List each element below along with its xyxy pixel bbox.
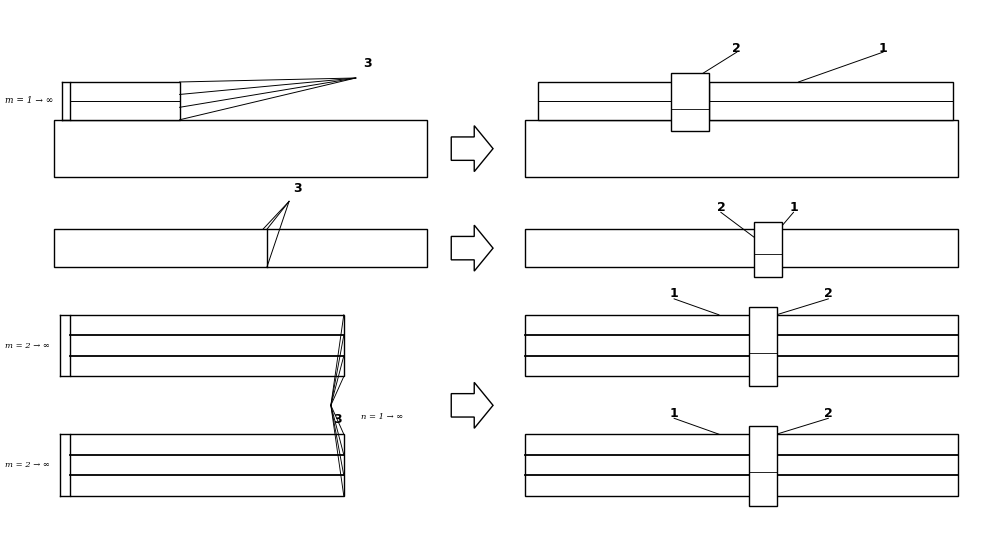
Text: m = 2 → ∞: m = 2 → ∞ bbox=[5, 341, 49, 350]
Bar bbox=[538, 82, 677, 120]
Bar bbox=[754, 222, 782, 277]
Text: 2: 2 bbox=[732, 42, 741, 55]
Bar bbox=[749, 307, 777, 386]
Text: n = 1 → ∞: n = 1 → ∞ bbox=[361, 413, 403, 421]
Text: 2: 2 bbox=[717, 201, 725, 214]
Text: 1: 1 bbox=[670, 407, 678, 420]
Polygon shape bbox=[451, 225, 493, 271]
Text: 3: 3 bbox=[293, 182, 302, 195]
Text: 2: 2 bbox=[824, 287, 833, 300]
Text: m = 1 → ∞: m = 1 → ∞ bbox=[5, 97, 53, 105]
Bar bbox=[525, 229, 958, 267]
Bar bbox=[54, 229, 427, 267]
Bar bbox=[70, 315, 344, 377]
Text: 3: 3 bbox=[363, 57, 371, 70]
Text: m = 2 → ∞: m = 2 → ∞ bbox=[5, 461, 49, 469]
Polygon shape bbox=[451, 382, 493, 428]
Polygon shape bbox=[451, 126, 493, 172]
Bar bbox=[709, 82, 953, 120]
Text: 1: 1 bbox=[879, 42, 887, 55]
Bar bbox=[70, 82, 180, 120]
Bar bbox=[525, 434, 958, 496]
Text: 1: 1 bbox=[670, 287, 678, 300]
Bar bbox=[54, 120, 427, 177]
Bar bbox=[525, 120, 958, 177]
Text: 3: 3 bbox=[333, 413, 341, 426]
Bar bbox=[749, 426, 777, 506]
Text: 1: 1 bbox=[789, 201, 798, 214]
Bar bbox=[525, 315, 958, 377]
Text: 2: 2 bbox=[824, 407, 833, 420]
Bar bbox=[671, 73, 709, 131]
Bar bbox=[70, 434, 344, 496]
